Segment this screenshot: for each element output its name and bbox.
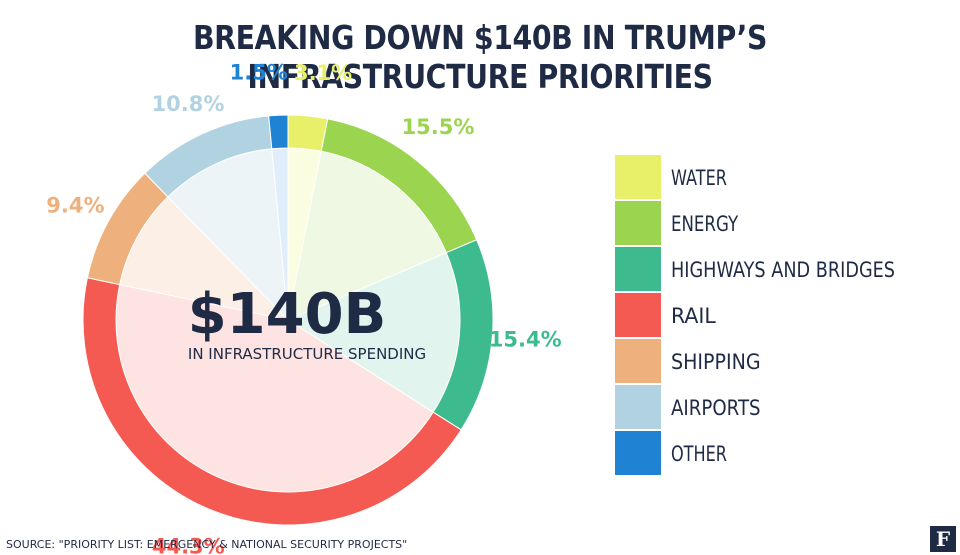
slice-label-water: 3.1% <box>294 61 352 85</box>
legend-label-rail: RAIL <box>671 304 716 328</box>
slice-label-highways-and-bridges: 15.4% <box>489 327 562 351</box>
chart-title: BREAKING DOWN $140B IN TRUMP’S INFRASTRU… <box>192 18 768 96</box>
forbes-logo: F <box>930 526 956 552</box>
legend-label-highways-and-bridges: HIGHWAYS AND BRIDGES <box>671 258 895 282</box>
slice-label-other: 1.5% <box>230 60 288 84</box>
legend: WATER ENERGY HIGHWAYS AND BRIDGES RAIL SHIPP… <box>615 155 895 475</box>
slice-label-shipping: 9.4% <box>46 193 104 217</box>
pie-ring-slices <box>82 114 494 526</box>
center-value: $140B <box>188 282 387 347</box>
slice-label-energy: 15.5% <box>402 115 475 139</box>
source-note: SOURCE: "PRIORITY LIST: EMERGENCY & NATI… <box>6 538 408 551</box>
legend-swatch-rail <box>615 293 661 337</box>
legend-swatch-highways-and-bridges <box>615 247 661 291</box>
pie-inner-slices <box>115 147 461 493</box>
legend-swatch-other <box>615 431 661 475</box>
legend-swatch-shipping <box>615 339 661 383</box>
legend-label-energy: ENERGY <box>671 212 738 236</box>
center-label: IN INFRASTRUCTURE SPENDING <box>188 345 426 363</box>
legend-label-water: WATER <box>671 166 727 190</box>
legend-label-other: OTHER <box>671 442 727 466</box>
legend-swatch-airports <box>615 385 661 429</box>
legend-label-airports: AIRPORTS <box>671 396 761 420</box>
slice-value-labels: 3.1% 15.5% 15.4% 44.3% 9.4% 10.8%1.5% <box>46 60 561 555</box>
slice-label-airports: 10.8% <box>152 92 225 116</box>
pie-slice-other <box>268 114 289 150</box>
pie-slice-rail <box>82 277 462 526</box>
legend-label-shipping: SHIPPING <box>671 350 761 374</box>
pie-slice-water <box>287 114 329 152</box>
slice-label-rail: 44.3% <box>152 535 225 555</box>
legend-swatch-energy <box>615 201 661 245</box>
legend-swatch-water <box>615 155 661 199</box>
